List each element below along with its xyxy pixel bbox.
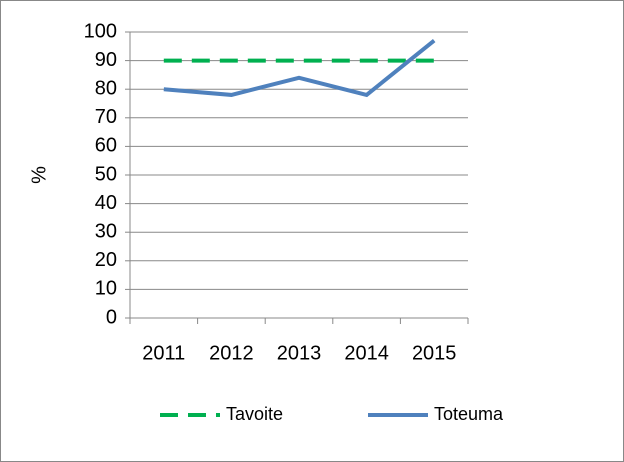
- legend-label: Toteuma: [434, 404, 504, 424]
- x-tick-label: 2012: [209, 342, 254, 364]
- x-tick-label: 2015: [412, 342, 457, 364]
- y-tick-label: 70: [95, 106, 117, 128]
- legend-label: Tavoite: [226, 404, 283, 424]
- y-tick-label: 100: [84, 20, 117, 42]
- y-tick-label: 60: [95, 135, 117, 157]
- x-tick-label: 2014: [344, 342, 389, 364]
- x-tick-label: 2011: [142, 342, 185, 364]
- y-tick-label: 40: [95, 192, 117, 214]
- y-tick-label: 80: [95, 77, 117, 99]
- y-tick-label: 50: [95, 163, 117, 185]
- y-axis-label: %: [28, 166, 50, 184]
- y-tick-label: 30: [95, 220, 117, 242]
- series-line: [163, 39, 436, 98]
- y-tick-label: 90: [95, 49, 117, 71]
- y-tick-label: 0: [106, 306, 117, 328]
- x-tick-label: 2013: [277, 342, 322, 364]
- y-tick-label: 10: [95, 278, 117, 300]
- y-tick-label: 20: [95, 249, 117, 271]
